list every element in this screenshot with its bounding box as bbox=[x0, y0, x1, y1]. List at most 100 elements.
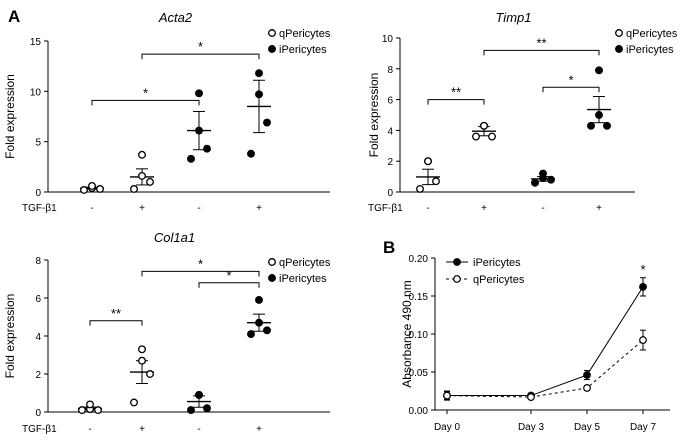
x-tick-label: Day 7 bbox=[630, 422, 657, 433]
y-tick-label: 10 bbox=[382, 34, 394, 45]
data-point bbox=[527, 393, 535, 401]
significance-label: * bbox=[226, 268, 231, 283]
data-point bbox=[78, 406, 86, 415]
data-point bbox=[86, 400, 94, 409]
y-tick-label: 2 bbox=[35, 370, 41, 381]
data-point bbox=[255, 90, 263, 99]
data-point bbox=[472, 132, 480, 141]
data-point bbox=[94, 406, 102, 415]
legend-marker bbox=[268, 258, 276, 266]
panel-letter-a: A bbox=[8, 7, 20, 26]
x-category-label: + bbox=[596, 203, 602, 214]
y-axis-label: Fold expression bbox=[3, 294, 17, 379]
data-point bbox=[146, 177, 154, 186]
data-point bbox=[195, 390, 203, 399]
legend-label: iPericytes bbox=[626, 44, 674, 56]
x-category-label: + bbox=[139, 424, 145, 435]
series-line bbox=[447, 286, 644, 397]
data-point bbox=[603, 121, 611, 130]
data-point bbox=[424, 157, 432, 166]
data-point bbox=[587, 121, 595, 130]
y-tick-label: 8 bbox=[35, 256, 41, 267]
legend-marker bbox=[268, 274, 276, 282]
data-point bbox=[639, 336, 647, 344]
data-point bbox=[432, 177, 440, 186]
x-category-label: - bbox=[197, 424, 200, 435]
data-point bbox=[480, 121, 488, 130]
significance-label: * bbox=[143, 85, 148, 100]
data-point bbox=[203, 404, 211, 413]
data-point bbox=[80, 186, 88, 194]
significance-label: * bbox=[198, 39, 203, 54]
legend-marker bbox=[453, 258, 461, 266]
y-tick-label: 10 bbox=[30, 87, 42, 98]
significance-bracket bbox=[89, 320, 143, 326]
y-tick-label: 15 bbox=[30, 37, 42, 48]
data-point bbox=[195, 89, 203, 98]
data-point bbox=[531, 178, 539, 187]
chart-absorbance: 0.00 0.05 0.10 0.15 0.20 Absorbance 490 nm Day… bbox=[400, 254, 670, 433]
data-point bbox=[187, 154, 195, 163]
data-point bbox=[416, 184, 424, 193]
significance-label: * bbox=[198, 256, 203, 271]
y-tick-label: 4 bbox=[387, 126, 393, 137]
y-tick-label: 0.10 bbox=[409, 330, 429, 341]
y-tick-label: 0.20 bbox=[409, 254, 429, 265]
x-category-label: + bbox=[256, 424, 262, 435]
y-tick-label: 5 bbox=[35, 138, 41, 149]
y-axis-label: Absorbance 490 nm bbox=[400, 280, 414, 387]
data-point bbox=[583, 371, 591, 379]
series-line bbox=[446, 339, 644, 398]
significance-bracket bbox=[91, 99, 200, 106]
chart-title: Col1a1 bbox=[154, 230, 195, 245]
x-category-label: - bbox=[88, 424, 91, 435]
data-point bbox=[539, 169, 547, 178]
data-point bbox=[595, 66, 603, 75]
y-axis-label: Fold expression bbox=[3, 74, 17, 159]
legend-label: qPericytes bbox=[279, 28, 331, 40]
data-point bbox=[195, 126, 203, 135]
x-category-label: - bbox=[541, 203, 544, 214]
x-category-label: - bbox=[426, 203, 429, 214]
y-axis-label: Fold expression bbox=[367, 73, 381, 158]
y-tick-label: 6 bbox=[35, 294, 41, 305]
x-axis-label: TGF-β1 bbox=[22, 424, 57, 435]
data-point bbox=[203, 144, 211, 153]
significance-bracket bbox=[542, 86, 600, 93]
x-category-label: + bbox=[481, 203, 487, 214]
x-axis-label: TGF-β1 bbox=[22, 203, 57, 214]
significance-bracket bbox=[198, 282, 260, 288]
legend-marker bbox=[615, 45, 623, 53]
legend-marker bbox=[268, 29, 276, 37]
y-tick-label: 0.05 bbox=[409, 368, 429, 379]
data-point bbox=[255, 295, 263, 304]
legend-label: qPericytes bbox=[473, 274, 525, 286]
legend-marker bbox=[453, 275, 461, 283]
panel-letter-b: B bbox=[383, 238, 395, 257]
x-category-label: - bbox=[90, 203, 93, 214]
data-point bbox=[547, 175, 555, 184]
legend-label: qPericytes bbox=[626, 28, 678, 40]
x-category-label: + bbox=[256, 203, 262, 214]
data-point bbox=[96, 185, 104, 193]
y-tick-label: 4 bbox=[35, 332, 41, 343]
significance-label: * bbox=[640, 262, 645, 277]
data-point bbox=[130, 398, 138, 407]
y-tick-label: 8 bbox=[387, 65, 393, 76]
data-point bbox=[187, 406, 195, 415]
data-point bbox=[247, 330, 255, 339]
data-point bbox=[255, 318, 263, 327]
data-point bbox=[488, 132, 496, 141]
data-point bbox=[595, 111, 603, 119]
legend-label: qPericytes bbox=[279, 257, 331, 269]
legend-label: iPericytes bbox=[279, 273, 327, 285]
y-tick-label: 0 bbox=[35, 188, 41, 199]
significance-bracket bbox=[141, 53, 260, 60]
y-tick-label: 6 bbox=[387, 96, 393, 107]
data-point bbox=[263, 118, 271, 127]
x-category-label: - bbox=[197, 203, 200, 214]
x-tick-label: Day 3 bbox=[518, 422, 545, 433]
